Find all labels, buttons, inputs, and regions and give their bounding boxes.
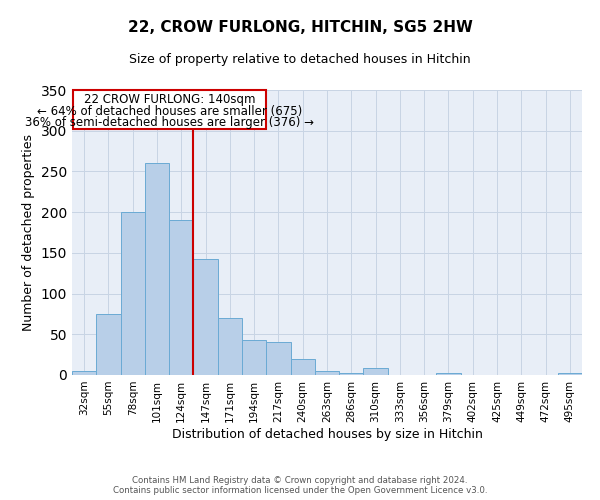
Bar — [364, 368, 388, 375]
Bar — [266, 342, 290, 375]
Bar — [145, 164, 169, 375]
Text: ← 64% of detached houses are smaller (675): ← 64% of detached houses are smaller (67… — [37, 104, 302, 118]
Bar — [169, 220, 193, 375]
Text: 22, CROW FURLONG, HITCHIN, SG5 2HW: 22, CROW FURLONG, HITCHIN, SG5 2HW — [128, 20, 472, 35]
Bar — [193, 258, 218, 375]
Text: Size of property relative to detached houses in Hitchin: Size of property relative to detached ho… — [129, 52, 471, 66]
Bar — [436, 372, 461, 375]
Bar — [558, 374, 582, 375]
Bar — [96, 314, 121, 375]
FancyBboxPatch shape — [73, 90, 266, 129]
Bar — [315, 371, 339, 375]
Bar — [339, 372, 364, 375]
Bar — [218, 318, 242, 375]
Bar — [72, 371, 96, 375]
Text: Contains public sector information licensed under the Open Government Licence v3: Contains public sector information licen… — [113, 486, 487, 495]
Text: 36% of semi-detached houses are larger (376) →: 36% of semi-detached houses are larger (… — [25, 116, 314, 129]
Bar — [242, 340, 266, 375]
Bar — [121, 212, 145, 375]
Text: Contains HM Land Registry data © Crown copyright and database right 2024.: Contains HM Land Registry data © Crown c… — [132, 476, 468, 485]
Text: 22 CROW FURLONG: 140sqm: 22 CROW FURLONG: 140sqm — [84, 94, 256, 106]
Bar — [290, 358, 315, 375]
X-axis label: Distribution of detached houses by size in Hitchin: Distribution of detached houses by size … — [172, 428, 482, 440]
Y-axis label: Number of detached properties: Number of detached properties — [22, 134, 35, 331]
